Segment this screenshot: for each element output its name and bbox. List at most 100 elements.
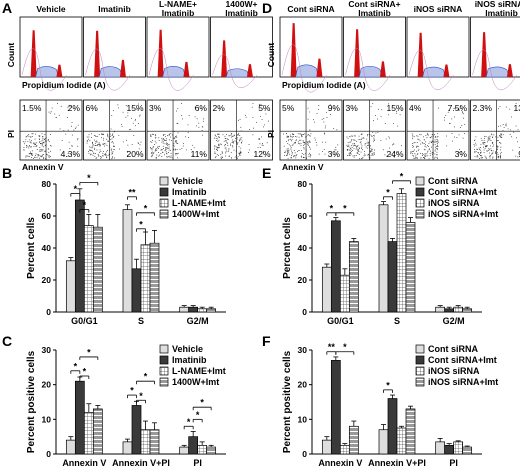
cell-dot: [509, 108, 511, 110]
cell-dot: [333, 127, 334, 129]
cell-dot: [162, 135, 164, 136]
cell-dot: [382, 149, 384, 151]
cell-dot: [476, 156, 478, 158]
cell-dot: [326, 117, 328, 118]
cell-dot: [38, 135, 40, 137]
y-tick-label: 0: [46, 307, 51, 317]
cell-dot: [286, 154, 288, 156]
cell-dot: [173, 149, 175, 151]
cell-dot: [370, 148, 372, 149]
cell-dot: [73, 129, 75, 131]
cell-dot: [315, 142, 317, 143]
cell-dot: [175, 154, 177, 156]
cell-dot: [352, 155, 354, 157]
cell-dot: [505, 123, 507, 125]
cell-dot: [138, 148, 140, 150]
legend-swatch: [415, 176, 425, 186]
cell-dot: [298, 136, 300, 138]
cell-dot: [236, 157, 238, 158]
cell-dot: [128, 129, 130, 131]
bar: [396, 427, 407, 455]
cell-dot: [241, 142, 242, 143]
cell-dot: [218, 139, 220, 141]
cell-dot: [174, 141, 176, 143]
cell-dot: [419, 133, 421, 135]
cell-dot: [173, 138, 175, 140]
cell-dot: [365, 146, 367, 148]
flow-title: Imatinib: [358, 8, 391, 18]
cell-dot: [456, 137, 458, 138]
cell-dot: [480, 143, 482, 145]
fit-curve: [212, 54, 258, 88]
cell-dot: [302, 134, 304, 135]
cell-dot: [479, 149, 481, 151]
cell-dot: [479, 152, 481, 153]
cell-dot: [150, 148, 152, 149]
cell-dot: [44, 138, 46, 140]
cell-dot: [34, 156, 35, 158]
legend-swatch: [159, 176, 169, 186]
cell-dot: [151, 141, 153, 143]
cell-dot: [290, 136, 292, 138]
cell-dot: [297, 141, 299, 143]
cell-dot: [303, 144, 304, 146]
cell-dot: [428, 134, 430, 136]
cell-dot: [101, 133, 103, 135]
cell-dot: [150, 148, 152, 150]
cell-dot: [305, 136, 306, 138]
cell-dot: [353, 156, 355, 158]
cell-dot: [284, 152, 286, 153]
cell-dot: [167, 145, 169, 147]
flow-title: Vehicle: [36, 4, 66, 14]
cell-dot: [44, 144, 46, 146]
y-tick-label: 20: [298, 275, 308, 285]
cell-dot: [496, 149, 497, 151]
cell-dot: [169, 156, 171, 158]
cell-dot: [122, 141, 124, 143]
cell-dot: [371, 154, 373, 156]
cell-dot: [416, 157, 418, 159]
cell-dot: [111, 141, 113, 142]
cell-dot: [349, 153, 351, 154]
cell-dot: [170, 136, 172, 138]
cell-dot: [373, 137, 375, 139]
cell-dot: [370, 106, 372, 108]
cell-dot: [202, 120, 204, 122]
cell-dot: [217, 147, 219, 149]
cell-dot: [507, 128, 509, 130]
cell-dot: [218, 137, 220, 138]
significance-star: *: [83, 200, 87, 210]
legend-label: Cont siRNA: [428, 344, 478, 354]
cell-dot: [389, 147, 390, 149]
cell-dot: [486, 146, 488, 148]
cell-dot: [135, 118, 136, 120]
cell-dot: [419, 140, 421, 142]
cell-dot: [435, 146, 436, 148]
cell-dot: [25, 136, 27, 138]
cell-dot: [168, 156, 170, 158]
cell-dot: [347, 145, 349, 147]
cell-dot: [107, 155, 109, 156]
fit-curve: [85, 48, 131, 91]
cell-dot: [45, 150, 47, 152]
cell-dot: [458, 134, 460, 136]
flow-cytometry-right: Cont siRNA Cont siRNA+Imatinib iNOS siRNA i…: [266, 0, 520, 172]
cell-dot: [167, 143, 168, 145]
cell-dot: [225, 140, 226, 142]
cell-dot: [45, 140, 47, 142]
cell-dot: [45, 144, 47, 146]
cell-dot: [475, 142, 477, 144]
cell-dot: [42, 139, 44, 141]
bar: [330, 360, 341, 455]
cell-dot: [510, 129, 512, 131]
cell-dot: [203, 118, 204, 120]
cell-dot: [424, 145, 426, 147]
cell-dot: [453, 107, 455, 109]
cell-dot: [30, 136, 32, 138]
cell-dot: [45, 138, 46, 139]
cell-dot: [71, 125, 72, 127]
cell-dot: [307, 144, 309, 146]
cell-dot: [165, 151, 167, 153]
cell-dot: [127, 115, 129, 117]
cell-dot: [305, 149, 307, 151]
